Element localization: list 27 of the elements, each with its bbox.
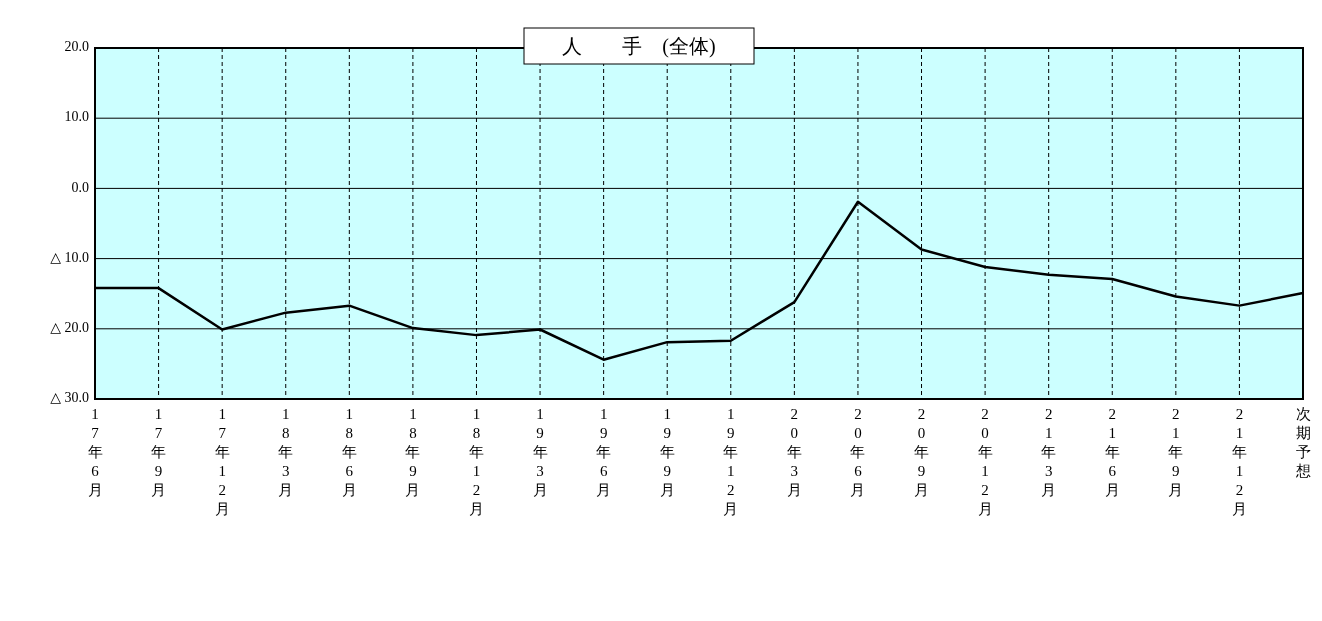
x-tick-label: 17年12月 (214, 406, 230, 517)
y-tick-label: △ 10.0 (50, 249, 89, 265)
y-tick-label: 0.0 (71, 179, 89, 195)
x-tick-label: 21年9月 (1168, 406, 1184, 498)
x-tick-label: 18年9月 (405, 406, 421, 498)
y-tick-label: △ 20.0 (50, 320, 89, 336)
x-tick-label: 20年6月 (850, 406, 866, 498)
x-tick-label: 17年9月 (151, 406, 167, 498)
y-tick-label: 10.0 (64, 109, 89, 125)
x-tick-label: 17年6月 (87, 406, 103, 498)
x-tick-label: 20年3月 (786, 406, 802, 498)
x-tick-label: 19年9月 (659, 406, 675, 498)
x-tick-label: 19年3月 (532, 406, 548, 498)
x-tick-label: 20年12月 (977, 406, 993, 517)
x-tick-label: 20年9月 (914, 406, 930, 498)
y-tick-label: 20.0 (64, 39, 89, 55)
x-tick-label: 18年12月 (468, 406, 484, 517)
x-tick-label: 21年6月 (1104, 406, 1120, 498)
x-tick-label: 21年3月 (1041, 406, 1057, 498)
y-tick-label: △ 30.0 (50, 390, 89, 406)
x-tick-label: 18年3月 (278, 406, 294, 498)
x-tick-label: 21年12月 (1231, 406, 1247, 517)
x-tick-label: 19年12月 (723, 406, 739, 517)
x-tick-label: 18年6月 (341, 406, 357, 498)
chart-title: 人 手 (全体) (562, 35, 716, 58)
x-tick-label: 次期予想 (1294, 406, 1311, 479)
x-tick-label: 19年6月 (596, 406, 612, 498)
